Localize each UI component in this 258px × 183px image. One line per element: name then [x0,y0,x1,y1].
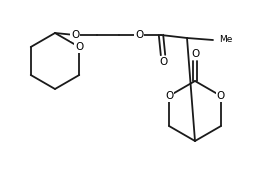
Text: Me: Me [219,36,232,44]
Text: O: O [71,30,79,40]
Text: O: O [191,49,199,59]
Text: O: O [217,91,225,101]
Text: O: O [75,42,83,52]
Text: O: O [165,91,173,101]
Text: O: O [159,57,167,67]
Text: O: O [135,30,143,40]
